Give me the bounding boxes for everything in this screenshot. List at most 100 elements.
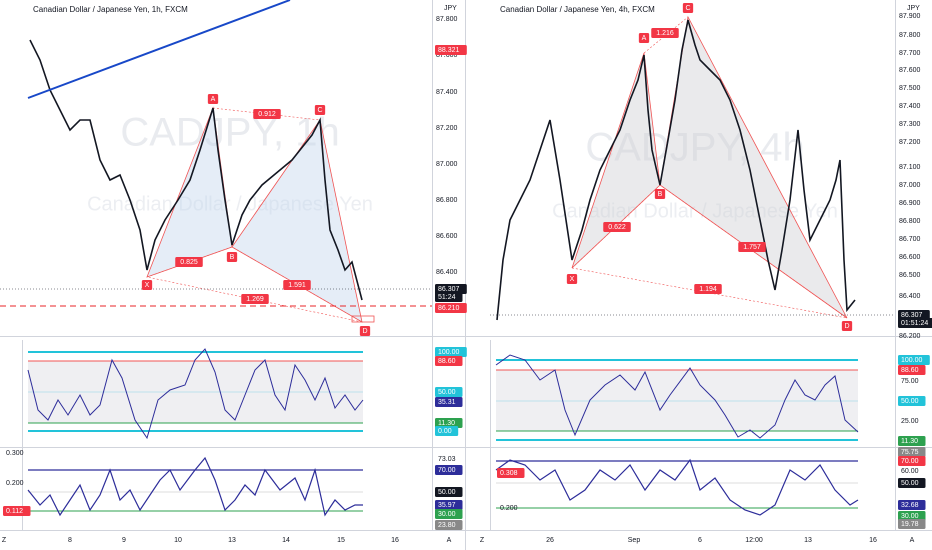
stoch-label-bg [435,520,463,530]
rsi-label-bg [435,356,463,366]
stoch-label: 50.00 [901,480,919,487]
stoch-left-label: 0.200 [500,505,518,512]
rsi-label: 100.00 [438,349,460,356]
price-tick-label: 86.900 [899,200,921,207]
pattern-point-bg [314,105,326,115]
pattern-ratio: 1.216 [656,30,674,37]
rsi-label: 11.30 [901,438,918,445]
stoch-label: 75.75 [901,449,919,456]
price-tick-label: 87.600 [436,52,458,59]
x-axis-label: 6 [698,537,702,544]
stoch-label: 35.97 [438,502,456,509]
price-tick-label: 86.600 [436,233,458,240]
stoch-left-label-bg [3,506,31,516]
stoch-label-bg [898,447,926,457]
stoch-label: 32.68 [901,502,919,509]
price-tick-label: 87.900 [899,13,921,20]
x-axis-label: Z [480,537,485,544]
rsi-label-bg [898,436,926,446]
rsi-label: 100.00 [901,357,923,364]
price-tick-label: 87.200 [436,125,458,132]
stoch-label-bg [435,487,463,497]
stoch-label-bg [435,500,463,510]
watermark-name: Canadian Dollar / Japanese Yen [87,193,373,215]
trend-line [27,0,291,99]
pattern-ratio: 0.825 [180,259,198,266]
stoch-right [495,458,859,516]
pattern-ratio: 0.622 [608,224,626,231]
pattern-ratio-bg [694,284,722,294]
rsi-label: 75.00 [901,378,919,385]
pattern-ratio-bg [603,222,631,232]
axis-unit: JPY [907,5,920,12]
pattern-point-bg [654,189,666,199]
stoch-label: 50.00 [438,489,456,496]
price-tick-label: 86.600 [899,254,921,261]
x-axis-label: 10 [174,537,182,544]
chart-title: Canadian Dollar / Japanese Yen, 4h, FXCM [500,5,655,14]
price-tag-bg [898,310,930,320]
stoch-label-bg [898,478,926,488]
watermark-symbol: CADJPY, 4h [585,126,804,170]
rsi-label-bg [898,365,926,375]
price-tick-label: 86.200 [899,333,921,340]
pattern-point: X [145,282,150,289]
chart-title: Canadian Dollar / Japanese Yen, 1h, FXCM [33,5,188,14]
price-tag-bg [435,45,467,55]
pattern-ratio: 1.591 [288,282,306,289]
price-tag-bg [435,292,463,302]
stoch-label-bg [898,511,926,521]
pattern-point-bg [141,280,153,290]
price-tick-label: 86.800 [899,218,921,225]
price-tick-label: 87.300 [899,121,921,128]
rsi-label: 25.00 [901,418,919,425]
stoch-label: 70.00 [438,467,456,474]
pattern-point-bg [566,274,578,284]
x-axis-label: 9 [122,537,126,544]
pattern-point: C [685,5,690,12]
axis-unit: JPY [444,5,457,12]
price-tick-label: 87.000 [436,161,458,168]
rsi-left [27,348,364,440]
pattern-ratio-bg [253,109,281,119]
pattern-point: A [211,96,216,103]
price-tick-label: 87.500 [899,85,921,92]
pattern-point-bg [638,33,650,43]
stoch-label: 19.78 [901,521,919,528]
watermark-name: Canadian Dollar / Japanese Yen [552,200,838,222]
pattern-point-bg [359,326,371,336]
price-tag: 86.307 [901,312,923,319]
stoch-label-bg [898,456,926,466]
stoch-label: 30.00 [438,511,456,518]
price-tick-label: 87.800 [436,16,458,23]
pattern-ratio-bg [738,242,766,252]
x-axis-label: 12:00 [745,537,763,544]
pattern-ratio-bg [241,294,269,304]
stoch-label-bg [898,519,926,529]
pattern-ratio: 0.912 [258,111,276,118]
rsi-label: 35.31 [438,399,456,406]
price-tick-label: 87.100 [899,164,921,171]
pattern-point-bg [682,3,694,13]
stoch-label: 30.00 [901,513,919,520]
x-axis-label: Z [2,537,7,544]
stoch-left-label: 0.200 [6,480,24,487]
price-tick-label: 86.500 [899,272,921,279]
rsi-label-bg [435,426,459,436]
stoch-label: 73.03 [438,456,456,463]
stoch-left-label: 0.300 [6,450,24,457]
pattern-point: B [658,191,663,198]
price-path [29,39,363,301]
x-axis-label: Sep [628,537,641,544]
price-tick-label: 86.400 [899,293,921,300]
pattern-ratio: 1.269 [246,296,264,303]
stoch-label-bg [898,500,926,510]
pattern-point-bg [226,252,238,262]
x-axis-label: 26 [546,537,554,544]
x-axis-label: A [447,537,452,544]
pattern-point: X [570,276,575,283]
rsi-label: 88.60 [438,358,456,365]
rsi-label-bg [435,347,467,357]
stoch-label: 60.00 [901,468,919,475]
